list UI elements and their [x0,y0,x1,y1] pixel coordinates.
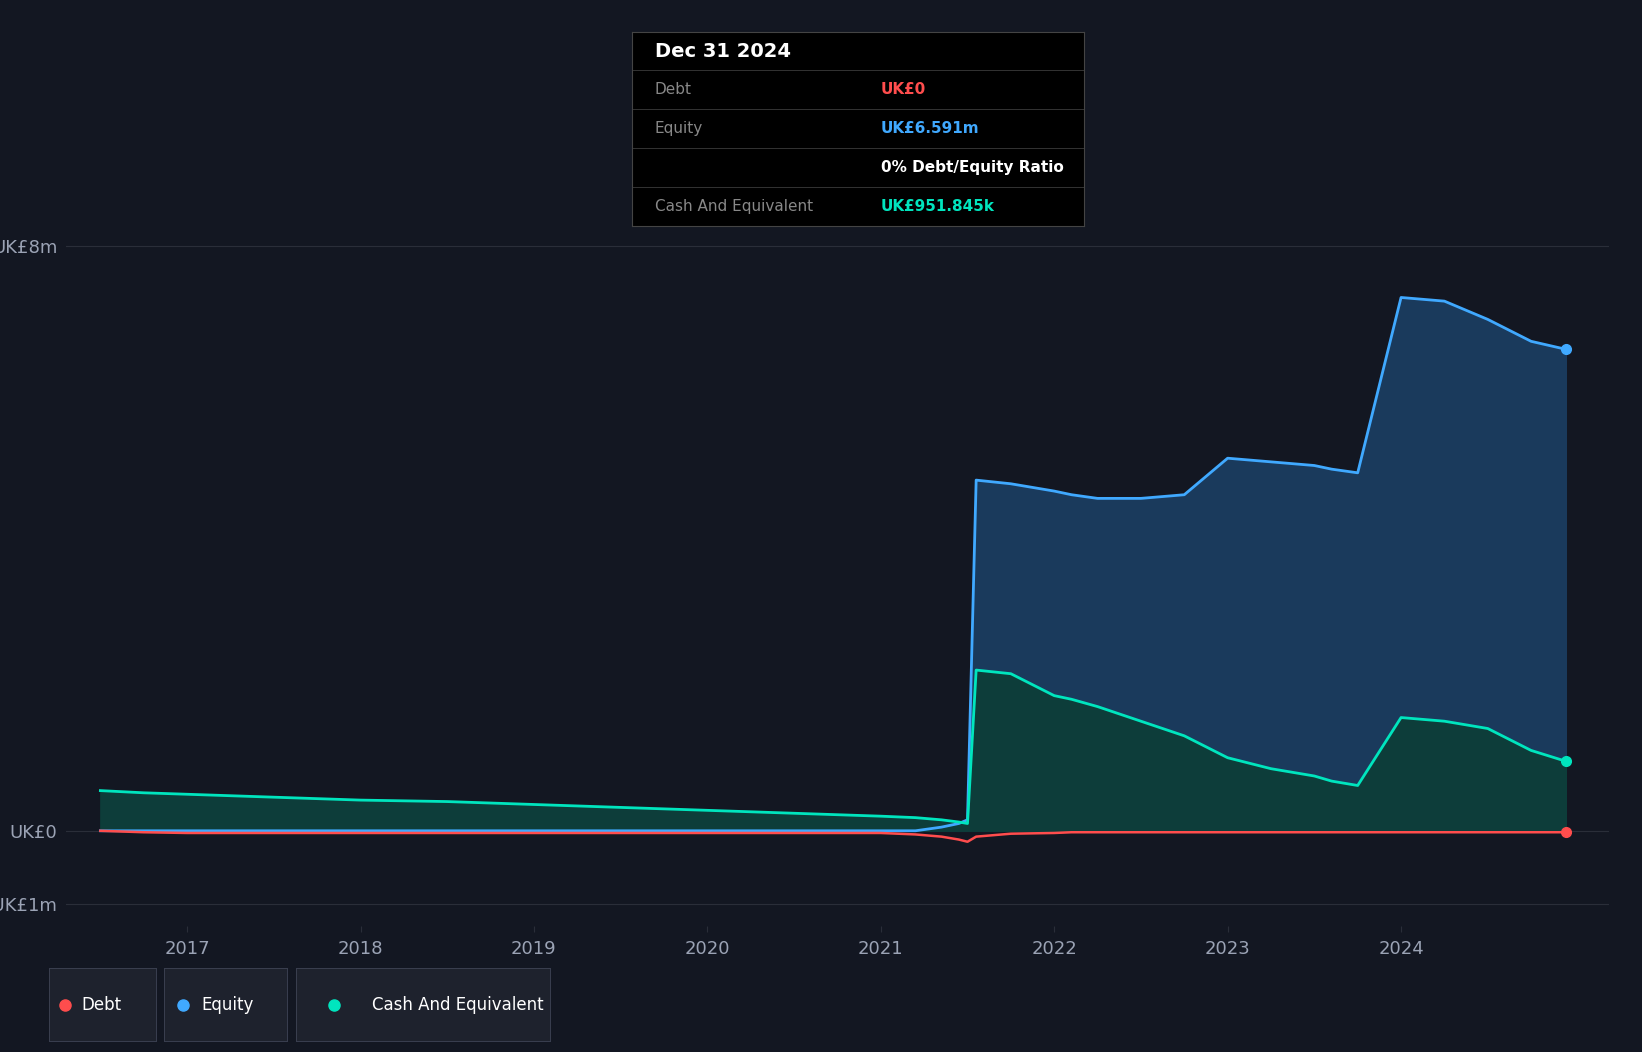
Text: Cash And Equivalent: Cash And Equivalent [371,995,544,1014]
Text: UK£6.591m: UK£6.591m [880,121,979,137]
Text: Equity: Equity [202,995,253,1014]
Text: Cash And Equivalent: Cash And Equivalent [655,199,813,215]
Text: 0% Debt/Equity Ratio: 0% Debt/Equity Ratio [880,160,1064,176]
Text: Dec 31 2024: Dec 31 2024 [655,42,791,61]
Text: UK£0: UK£0 [880,82,926,98]
Text: Equity: Equity [655,121,703,137]
Text: Debt: Debt [82,995,122,1014]
Text: Debt: Debt [655,82,691,98]
Text: UK£951.845k: UK£951.845k [880,199,995,215]
